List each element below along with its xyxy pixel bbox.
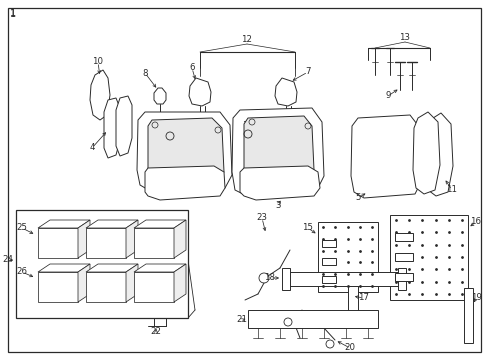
Bar: [394, 233, 412, 241]
Polygon shape: [240, 166, 319, 200]
Bar: [282, 268, 289, 290]
Polygon shape: [174, 220, 185, 258]
Polygon shape: [350, 115, 421, 198]
Text: 14: 14: [242, 121, 253, 130]
Bar: [321, 258, 335, 265]
Bar: [321, 276, 335, 283]
Text: 9: 9: [385, 91, 390, 100]
Polygon shape: [148, 118, 224, 186]
Polygon shape: [38, 220, 90, 228]
Polygon shape: [78, 264, 90, 302]
Bar: [38, 272, 78, 302]
Text: 15: 15: [302, 224, 313, 233]
Text: 25: 25: [17, 224, 27, 233]
Text: 14: 14: [149, 134, 160, 143]
Text: 2: 2: [152, 190, 158, 199]
Polygon shape: [86, 264, 138, 272]
Polygon shape: [90, 70, 110, 120]
Bar: [321, 240, 335, 247]
Polygon shape: [189, 78, 210, 106]
Polygon shape: [38, 264, 90, 272]
Bar: [86, 228, 126, 258]
Text: 11: 11: [446, 185, 457, 194]
Bar: [148, 305, 163, 317]
Bar: [86, 272, 126, 302]
Text: 16: 16: [469, 217, 481, 226]
Bar: [394, 253, 412, 261]
Polygon shape: [174, 264, 185, 302]
Text: 20: 20: [344, 343, 355, 352]
Text: 22: 22: [150, 328, 161, 337]
Text: 8: 8: [142, 68, 147, 77]
Text: 23: 23: [256, 213, 267, 222]
Bar: [347, 286, 357, 324]
Text: 12: 12: [241, 36, 252, 45]
Text: 13: 13: [399, 33, 409, 42]
Polygon shape: [244, 116, 313, 188]
Polygon shape: [116, 96, 132, 156]
Bar: [247, 310, 377, 328]
Polygon shape: [424, 113, 452, 196]
Text: 17: 17: [358, 293, 369, 302]
Bar: [38, 228, 78, 258]
Bar: [463, 288, 472, 343]
Polygon shape: [72, 28, 477, 310]
Polygon shape: [134, 264, 185, 272]
Text: 6: 6: [189, 63, 194, 72]
Text: 1: 1: [10, 8, 16, 18]
Text: 7: 7: [305, 68, 310, 77]
Bar: [134, 228, 174, 258]
Bar: [397, 268, 405, 290]
Polygon shape: [274, 78, 296, 106]
Polygon shape: [145, 166, 224, 200]
Text: 10: 10: [92, 58, 103, 67]
Polygon shape: [104, 98, 120, 158]
Text: 4: 4: [89, 144, 95, 153]
Text: 1: 1: [10, 9, 16, 19]
Polygon shape: [78, 220, 90, 258]
Bar: [317, 222, 377, 292]
Bar: [394, 273, 412, 281]
Text: 19: 19: [469, 293, 481, 302]
Polygon shape: [86, 220, 138, 228]
Text: 3: 3: [275, 201, 280, 210]
Polygon shape: [137, 112, 231, 192]
Polygon shape: [126, 220, 138, 258]
Polygon shape: [412, 112, 439, 194]
Text: 26: 26: [17, 267, 27, 276]
Text: 18: 18: [264, 274, 275, 283]
Polygon shape: [126, 264, 138, 302]
Polygon shape: [134, 220, 185, 228]
Bar: [389, 215, 467, 300]
Polygon shape: [154, 88, 165, 104]
Bar: [16, 210, 187, 318]
Polygon shape: [231, 108, 324, 196]
Bar: [285, 272, 399, 286]
Text: 21: 21: [236, 315, 247, 324]
Text: 24: 24: [2, 256, 14, 265]
Text: 5: 5: [354, 194, 360, 202]
Bar: [134, 272, 174, 302]
